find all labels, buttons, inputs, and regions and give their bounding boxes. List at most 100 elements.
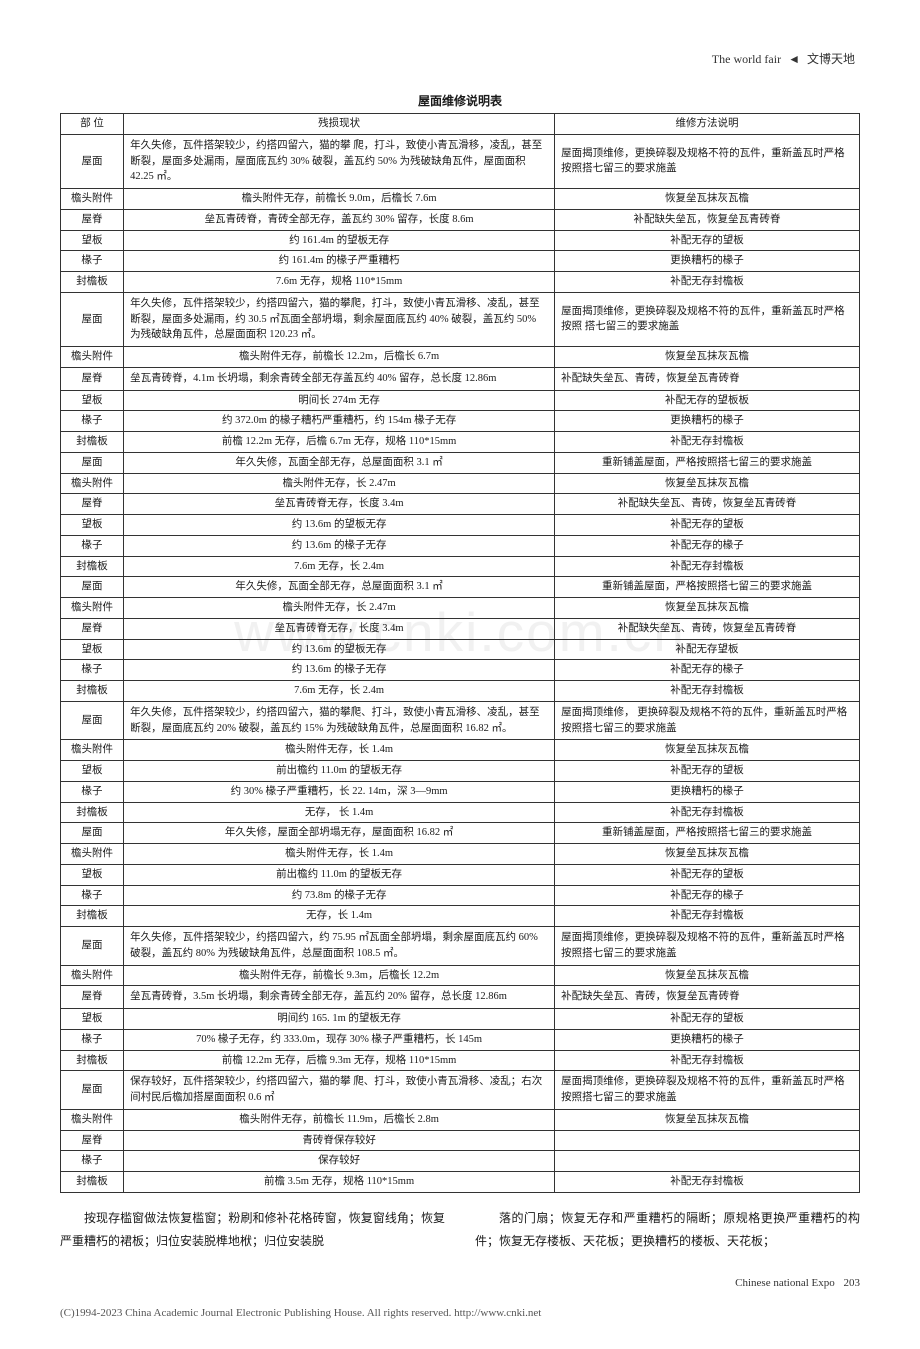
cell-method: 补配无存封檐板	[555, 681, 860, 702]
cell-status: 青砖脊保存较好	[124, 1130, 555, 1151]
cell-part: 屋面	[61, 1071, 124, 1110]
table-header-cell: 部 位	[61, 114, 124, 135]
cell-status: 7.6m 无存，规格 110*15mm	[124, 272, 555, 293]
cell-method: 补配无存的椽子	[555, 660, 860, 681]
table-row: 望板约 13.6m 的望板无存补配无存望板	[61, 639, 860, 660]
cell-method: 更换糟朽的椽子	[555, 251, 860, 272]
table-row: 屋面年久失修，瓦件搭架较少，约搭四留六，猫的攀爬、打斗，致使小青瓦滑移、凌乱，甚…	[61, 701, 860, 740]
cell-method: 补配无存封檐板	[555, 906, 860, 927]
cell-part: 檐头附件	[61, 598, 124, 619]
cell-method: 补配无存的望板	[555, 1009, 860, 1030]
cell-part: 檐头附件	[61, 965, 124, 986]
cell-method: 补配无存的望板板	[555, 390, 860, 411]
cell-method: 恢复垒瓦抹灰瓦檐	[555, 189, 860, 210]
cell-status: 垒瓦青砖脊无存，长度 3.4m	[124, 494, 555, 515]
table-row: 屋面年久失修，瓦面全部无存，总屋面面积 3.1 ㎡重新铺盖屋面，严格按照搭七留三…	[61, 452, 860, 473]
header-separator: ◄	[788, 52, 800, 66]
table-header-cell: 维修方法说明	[555, 114, 860, 135]
table-row: 椽子约 13.6m 的椽子无存补配无存的椽子	[61, 535, 860, 556]
cell-status: 垒瓦青砖脊，4.1m 长坍塌，剩余青砖全部无存盖瓦约 40% 留存，总长度 12…	[124, 367, 555, 390]
cell-part: 檐头附件	[61, 740, 124, 761]
cell-status: 年久失修，瓦件搭架较少，约搭四留六，猫的攀 爬，打斗，致使小青瓦滑移，凌乱，甚至…	[124, 134, 555, 188]
table-row: 椽子约 13.6m 的椽子无存补配无存的椽子	[61, 660, 860, 681]
table-row: 屋脊垒瓦青砖脊无存，长度 3.4m补配缺失垒瓦、青砖，恢复垒瓦青砖脊	[61, 618, 860, 639]
cell-method: 恢复垒瓦抹灰瓦檐	[555, 473, 860, 494]
cell-status: 明间约 165. 1m 的望板无存	[124, 1009, 555, 1030]
table-row: 封檐板7.6m 无存，规格 110*15mm补配无存封檐板	[61, 272, 860, 293]
cell-status: 垒瓦青砖脊，3.5m 长坍塌，剩余青砖全部无存，盖瓦约 20% 留存，总长度 1…	[124, 986, 555, 1009]
cell-part: 屋面	[61, 134, 124, 188]
cell-part: 封檐板	[61, 802, 124, 823]
table-row: 封檐板7.6m 无存，长 2.4m补配无存封檐板	[61, 681, 860, 702]
cell-status: 前出檐约 11.0m 的望板无存	[124, 864, 555, 885]
cell-method: 屋面揭顶维修，更换碎裂及规格不符的瓦件，重新盖瓦时严格按照搭七留三的要求施盖	[555, 1071, 860, 1110]
cell-status: 年久失修，瓦面全部无存，总屋面面积 3.1 ㎡	[124, 577, 555, 598]
cell-part: 封檐板	[61, 432, 124, 453]
cell-status: 无存，长 1.4m	[124, 906, 555, 927]
table-header-cell: 残损现状	[124, 114, 555, 135]
cell-part: 屋脊	[61, 1130, 124, 1151]
cell-part: 封檐板	[61, 556, 124, 577]
table-row: 椽子约 30% 椽子严重糟朽，长 22. 14m，深 3—9mm更换糟朽的椽子	[61, 781, 860, 802]
cell-part: 檐头附件	[61, 189, 124, 210]
cell-status: 明间长 274m 无存	[124, 390, 555, 411]
cell-status: 檐头附件无存，长 1.4m	[124, 844, 555, 865]
cell-part: 椽子	[61, 411, 124, 432]
cell-method: 补配缺失垒瓦、青砖，恢复垒瓦青砖脊	[555, 618, 860, 639]
page-number: 203	[844, 1277, 861, 1289]
page-footer: Chinese national Expo 203	[60, 1277, 860, 1289]
cell-status: 约 13.6m 的椽子无存	[124, 660, 555, 681]
cell-part: 望板	[61, 761, 124, 782]
cell-part: 屋面	[61, 927, 124, 966]
table-row: 檐头附件檐头附件无存，前檐长 9.0m，后檐长 7.6m恢复垒瓦抹灰瓦檐	[61, 189, 860, 210]
cell-method: 屋面揭顶维修， 更换碎裂及规格不符的瓦件，重新盖瓦时严格按照搭七留三的要求施盖	[555, 701, 860, 740]
cell-status: 年久失修，瓦件搭架较少，约搭四留六，约 75.95 ㎡瓦面全部坍塌，剩余屋面底瓦…	[124, 927, 555, 966]
table-row: 屋面年久失修，屋面全部坍塌无存，屋面面积 16.82 ㎡重新铺盖屋面，严格按照搭…	[61, 823, 860, 844]
cell-part: 屋脊	[61, 494, 124, 515]
cell-part: 椽子	[61, 1151, 124, 1172]
copyright-line: (C)1994-2023 China Academic Journal Elec…	[60, 1307, 860, 1319]
cell-part: 屋面	[61, 823, 124, 844]
cell-status: 保存较好，瓦件搭架较少，约搭四留六，猫的攀 爬、打斗，致使小青瓦滑移、凌乱；右次…	[124, 1071, 555, 1110]
page-header: The world fair ◄ 文博天地	[60, 50, 860, 67]
table-row: 椽子约 73.8m 的椽子无存补配无存的椽子	[61, 885, 860, 906]
table-row: 封檐板前檐 3.5m 无存，规格 110*15mm补配无存封檐板	[61, 1172, 860, 1193]
cell-status: 年久失修，瓦件搭架较少，约搭四留六，猫的攀爬，打斗，致使小青瓦滑移、凌乱，甚至断…	[124, 292, 555, 346]
cell-method	[555, 1151, 860, 1172]
table-row: 檐头附件檐头附件无存，前檐长 12.2m，后檐长 6.7m恢复垒瓦抹灰瓦檐	[61, 347, 860, 368]
cell-method: 更换糟朽的椽子	[555, 1029, 860, 1050]
cell-part: 封檐板	[61, 906, 124, 927]
cell-status: 约 73.8m 的椽子无存	[124, 885, 555, 906]
table-row: 檐头附件檐头附件无存，长 2.47m恢复垒瓦抹灰瓦檐	[61, 598, 860, 619]
table-row: 屋脊垒瓦青砖脊，4.1m 长坍塌，剩余青砖全部无存盖瓦约 40% 留存，总长度 …	[61, 367, 860, 390]
header-chinese: 文博天地	[807, 52, 855, 66]
cell-method: 补配无存封檐板	[555, 1172, 860, 1193]
cell-part: 椽子	[61, 885, 124, 906]
cell-method: 恢复垒瓦抹灰瓦檐	[555, 598, 860, 619]
table-row: 望板明间长 274m 无存补配无存的望板板	[61, 390, 860, 411]
cell-status: 约 13.6m 的望板无存	[124, 515, 555, 536]
table-row: 檐头附件檐头附件无存，长 1.4m恢复垒瓦抹灰瓦檐	[61, 844, 860, 865]
cell-status: 年久失修，瓦件搭架较少，约搭四留六，猫的攀爬、打斗，致使小青瓦滑移、凌乱，甚至断…	[124, 701, 555, 740]
cell-method: 重新铺盖屋面，严格按照搭七留三的要求施盖	[555, 452, 860, 473]
table-row: 屋面年久失修，瓦面全部无存，总屋面面积 3.1 ㎡重新铺盖屋面，严格按照搭七留三…	[61, 577, 860, 598]
table-title: 屋面维修说明表	[60, 92, 860, 109]
repair-table: 部 位残损现状维修方法说明屋面年久失修，瓦件搭架较少，约搭四留六，猫的攀 爬，打…	[60, 113, 860, 1193]
cell-part: 望板	[61, 1009, 124, 1030]
cell-method: 重新铺盖屋面，严格按照搭七留三的要求施盖	[555, 823, 860, 844]
cell-part: 椽子	[61, 660, 124, 681]
cell-status: 垒瓦青砖脊无存，长度 3.4m	[124, 618, 555, 639]
cell-status: 前檐 3.5m 无存，规格 110*15mm	[124, 1172, 555, 1193]
table-row: 望板前出檐约 11.0m 的望板无存补配无存的望板	[61, 864, 860, 885]
cell-method: 补配无存封檐板	[555, 556, 860, 577]
cell-status: 约 372.0m 的椽子糟朽严重糟朽，约 154m 椽子无存	[124, 411, 555, 432]
cell-method: 恢复垒瓦抹灰瓦檐	[555, 844, 860, 865]
cell-part: 檐头附件	[61, 347, 124, 368]
cell-part: 椽子	[61, 1029, 124, 1050]
table-row: 屋脊青砖脊保存较好	[61, 1130, 860, 1151]
cell-method: 补配无存的望板	[555, 515, 860, 536]
cell-status: 7.6m 无存，长 2.4m	[124, 556, 555, 577]
cell-status: 约 30% 椽子严重糟朽，长 22. 14m，深 3—9mm	[124, 781, 555, 802]
table-row: 封檐板无存，长 1.4m补配无存封檐板	[61, 906, 860, 927]
cell-status: 约 13.6m 的望板无存	[124, 639, 555, 660]
